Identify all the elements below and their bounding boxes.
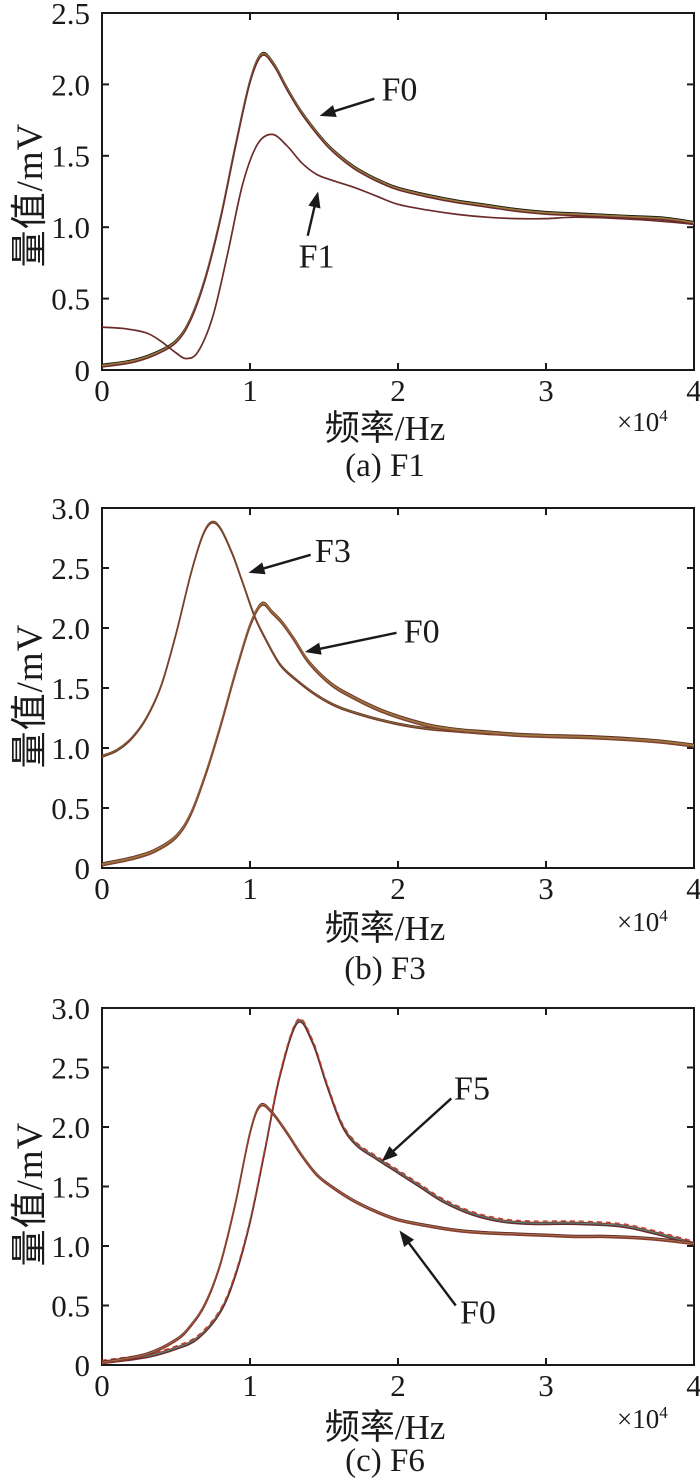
annotation-label: F1 bbox=[299, 239, 335, 276]
chart-a-x-axis-label: 频率/Hz bbox=[324, 409, 446, 448]
chart-b-x-axis-label: 频率/Hz bbox=[324, 909, 446, 948]
chart-c-axis-multiplier: ×104 bbox=[617, 1404, 668, 1435]
annotation-arrowhead bbox=[399, 1230, 415, 1248]
annotation-arrow-line bbox=[390, 1097, 453, 1154]
multiplier-base: ×10 bbox=[617, 1404, 660, 1434]
axes-box bbox=[101, 1007, 695, 1366]
x-tick-label: 2 bbox=[390, 1368, 406, 1403]
y-tick-label: 0 bbox=[75, 1348, 91, 1383]
y-tick-label: 2.5 bbox=[51, 551, 90, 586]
chart-a-canvas: 0 1 2 3 4 0 0.5 1.0 1.5 2.0 2.5 F0 F1 bbox=[51, 0, 700, 408]
series-F5-dashed-trace bbox=[101, 1017, 695, 1361]
x-tick-label: 3 bbox=[538, 373, 554, 408]
series-F1-trace bbox=[101, 133, 695, 360]
series-F5-trace bbox=[101, 1019, 695, 1363]
annotation-arrow-line bbox=[406, 1240, 457, 1307]
annotation-arrow-line bbox=[317, 631, 397, 651]
annotation-label: F3 bbox=[315, 533, 351, 570]
series-F0-trace bbox=[101, 1104, 695, 1365]
annotation-arrow-line bbox=[260, 553, 312, 571]
series-F0-trace bbox=[101, 602, 695, 865]
multiplier-exponent: 4 bbox=[659, 1403, 668, 1422]
chart-a-axis-multiplier: ×104 bbox=[617, 407, 668, 438]
y-tick-label: 1.5 bbox=[51, 1169, 90, 1204]
y-tick-label: 2.0 bbox=[51, 1110, 90, 1145]
chart-b-y-axis-label: 量值/mV bbox=[10, 623, 51, 769]
x-tick-label: 2 bbox=[390, 373, 406, 408]
annotation-label: F0 bbox=[460, 1294, 496, 1331]
series-F0-trace bbox=[101, 603, 695, 866]
series-F3-trace bbox=[101, 521, 695, 758]
chart-b-block: 0 1 2 3 4 0 0.5 1.0 1.5 2.0 2.5 3.0 F3 F0 量值/mV 频率/Hz… bbox=[0, 480, 700, 987]
y-tick-label: 1.5 bbox=[51, 139, 90, 174]
annotation-label: F0 bbox=[404, 613, 440, 650]
chart-a-block: 0 1 2 3 4 0 0.5 1.0 1.5 2.0 2.5 F0 F1 量值/mV 频率/Hz ×1… bbox=[0, 0, 700, 484]
y-tick-label: 2.0 bbox=[51, 611, 90, 646]
y-tick-label: 2.0 bbox=[51, 67, 90, 102]
multiplier-exponent: 4 bbox=[659, 406, 668, 425]
annotation-arrowhead bbox=[308, 191, 321, 209]
y-tick-label: 3.0 bbox=[51, 491, 90, 526]
annotation-arrow-line bbox=[331, 97, 375, 114]
x-tick-label: 4 bbox=[686, 871, 700, 906]
chart-b-axis-multiplier: ×104 bbox=[617, 907, 668, 938]
x-tick-label: 3 bbox=[538, 871, 554, 906]
x-tick-label: 1 bbox=[242, 871, 258, 906]
series-F5-trace bbox=[101, 1020, 695, 1364]
plot-area-b: 0 1 2 3 4 0 0.5 1.0 1.5 2.0 2.5 3.0 F3 F0 bbox=[51, 491, 700, 906]
series-F0-trace bbox=[101, 604, 695, 867]
chart-b-caption: (b) F3 bbox=[344, 951, 426, 987]
series-F0-trace bbox=[101, 601, 695, 864]
x-tick-label: 2 bbox=[390, 871, 406, 906]
chart-c-block: 0 1 2 3 4 0 0.5 1.0 1.5 2.0 2.5 3.0 F5 F0 量值/mV 频率/Hz… bbox=[0, 980, 700, 1482]
annotation-arrowhead bbox=[381, 1146, 398, 1162]
multiplier-base: ×10 bbox=[617, 907, 660, 937]
annotation-arrowhead bbox=[248, 562, 266, 575]
series-F5-trace bbox=[101, 1021, 695, 1365]
chart-a-caption: (a) F1 bbox=[345, 448, 425, 484]
y-tick-label: 1.0 bbox=[51, 1229, 90, 1264]
annotation-label: F5 bbox=[454, 1071, 490, 1108]
y-tick-label: 1.0 bbox=[51, 731, 90, 766]
y-tick-label: 1.0 bbox=[51, 210, 90, 245]
chart-c-caption: (c) F6 bbox=[345, 1443, 425, 1479]
y-tick-label: 0 bbox=[75, 353, 91, 388]
x-tick-label: 4 bbox=[686, 373, 700, 408]
chart-c-y-axis-label: 量值/mV bbox=[10, 1121, 51, 1267]
annotation-arrowhead bbox=[304, 642, 322, 655]
y-tick-label: 0.5 bbox=[51, 791, 90, 826]
chart-b-canvas: 0 1 2 3 4 0 0.5 1.0 1.5 2.0 2.5 3.0 F3 F0 bbox=[51, 491, 700, 906]
x-tick-label: 3 bbox=[538, 1368, 554, 1403]
series-F0-trace bbox=[101, 1102, 695, 1363]
x-tick-label: 0 bbox=[94, 373, 110, 408]
x-tick-label: 1 bbox=[242, 1368, 258, 1403]
multiplier-base: ×10 bbox=[617, 407, 660, 437]
annotation-arrow-line bbox=[306, 203, 317, 237]
annotation-arrowhead bbox=[319, 105, 337, 117]
chart-a-y-axis-label: 量值/mV bbox=[10, 122, 51, 268]
y-tick-label: 0 bbox=[75, 851, 91, 886]
y-tick-label: 1.5 bbox=[51, 671, 90, 706]
chart-c-canvas: 0 1 2 3 4 0 0.5 1.0 1.5 2.0 2.5 3.0 F5 F0 bbox=[51, 991, 700, 1403]
plot-area-a: 0 1 2 3 4 0 0.5 1.0 1.5 2.0 2.5 F0 F1 bbox=[51, 0, 700, 408]
plot-area-c: 0 1 2 3 4 0 0.5 1.0 1.5 2.0 2.5 3.0 F5 F0 bbox=[51, 991, 700, 1403]
x-tick-label: 4 bbox=[686, 1368, 700, 1403]
series-F3-trace bbox=[101, 520, 695, 757]
multiplier-exponent: 4 bbox=[659, 906, 668, 925]
y-tick-label: 2.5 bbox=[51, 1050, 90, 1085]
x-tick-label: 1 bbox=[242, 373, 258, 408]
series-F0-trace bbox=[101, 54, 695, 368]
x-tick-label: 0 bbox=[94, 1368, 110, 1403]
y-tick-label: 0.5 bbox=[51, 1288, 90, 1323]
y-tick-label: 0.5 bbox=[51, 281, 90, 316]
chart-c-x-axis-label: 频率/Hz bbox=[324, 1408, 446, 1447]
y-tick-label: 3.0 bbox=[51, 991, 90, 1026]
y-tick-label: 2.5 bbox=[51, 0, 90, 31]
series-F3-trace bbox=[101, 522, 695, 758]
annotation-label: F0 bbox=[382, 72, 418, 109]
x-tick-label: 0 bbox=[94, 871, 110, 906]
